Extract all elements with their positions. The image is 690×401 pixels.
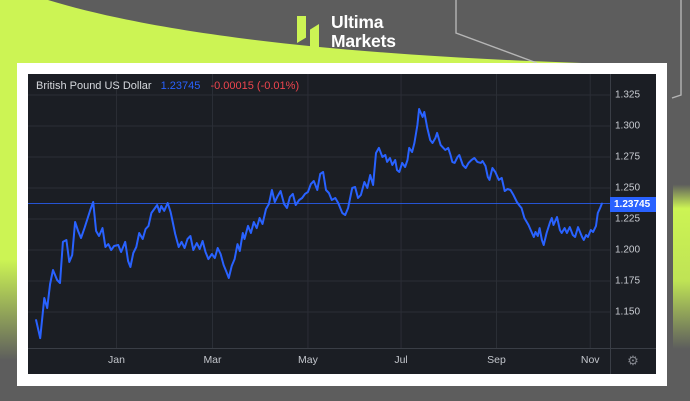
logo-text: Ultima Markets [331,13,396,51]
logo-line2: Markets [331,31,396,51]
price-tick-label: 1.300 [615,120,641,132]
time-tick-label: Jul [394,354,408,366]
time-tick-label: Nov [580,354,600,366]
time-axis[interactable]: Jan Mar May Jul Sep Nov [28,349,656,374]
current-price-tag: 1.23745 [610,196,656,212]
chart-card: British Pound US Dollar 1.23745 -0.00015… [17,63,667,386]
chart-panel: British Pound US Dollar 1.23745 -0.00015… [28,74,656,374]
time-tick-label: Jan [107,354,125,366]
gear-icon: ⚙ [627,353,639,368]
last-price: 1.23745 [160,80,201,92]
axis-settings-button[interactable]: ⚙ [610,349,656,374]
hexagon-outline [455,0,682,99]
time-tick-label: Mar [203,354,222,366]
price-tick-label: 1.150 [615,306,641,318]
chart-plot[interactable] [28,74,610,348]
price-tick-label: 1.250 [615,182,641,194]
price-series-line [35,108,603,340]
brand-logo: Ultima Markets [297,13,396,53]
logo-mark-icon [297,13,322,53]
price-tick-label: 1.325 [615,89,641,101]
price-tick-label: 1.175 [615,275,641,287]
chart-header: British Pound US Dollar 1.23745 -0.00015… [36,80,299,92]
time-tick-label: Sep [487,354,506,366]
symbol-title: British Pound US Dollar [36,80,152,92]
time-tick-label: May [298,354,318,366]
price-tick-label: 1.275 [615,151,641,163]
price-tick-label: 1.200 [615,244,641,256]
logo-bar-right [310,24,319,52]
price-tick-label: 1.225 [615,213,641,225]
logo-bar-left [297,16,306,43]
logo-line1: Ultima [331,12,384,32]
price-change: -0.00015 (-0.01%) [210,80,300,92]
price-axis-separator [610,74,611,374]
price-axis[interactable]: 1.325 1.300 1.275 1.250 1.225 1.200 1.175 1.150 [611,74,656,348]
time-axis-separator [28,348,656,349]
